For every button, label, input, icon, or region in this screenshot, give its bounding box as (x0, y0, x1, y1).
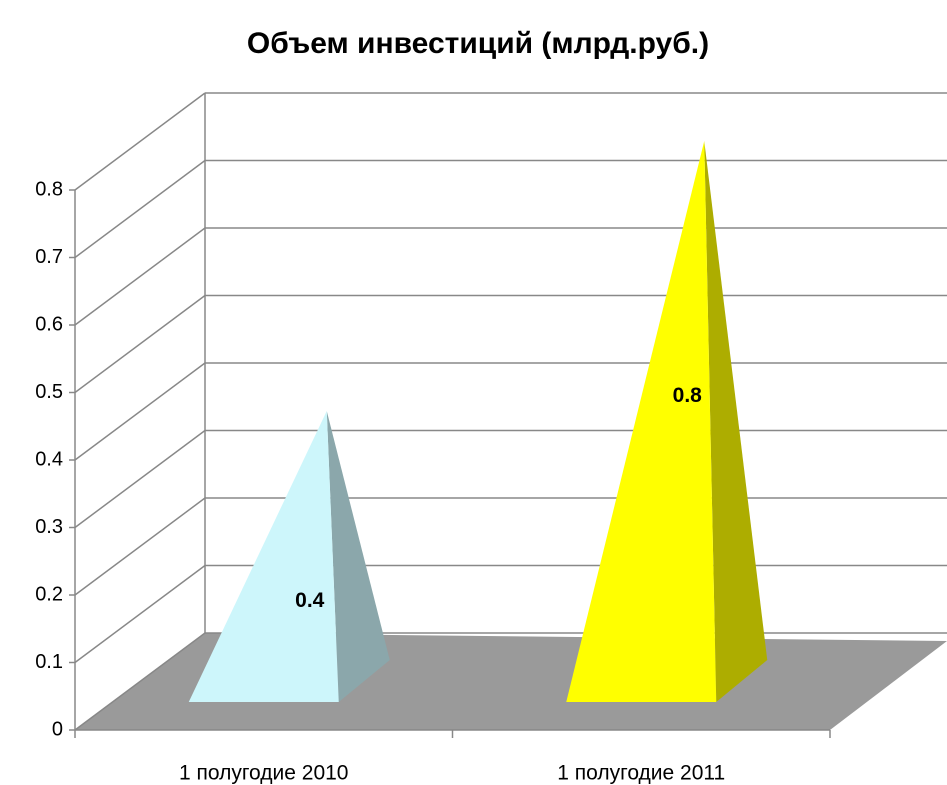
grid-line (74, 159, 206, 259)
value-label: 0.4 (295, 589, 325, 612)
x-tick-label: 1 полугодие 2010 (179, 762, 349, 785)
grid-line (74, 294, 206, 394)
y-tick-label: 0.5 (35, 381, 63, 403)
pyramid-front (188, 411, 339, 702)
y-tick-label: 0 (52, 718, 63, 740)
grid-line (74, 362, 206, 461)
y-tick-label: 0.8 (35, 178, 63, 200)
chart-title: Объем инвестиций (млрд.руб.) (247, 27, 709, 60)
grid-line (74, 497, 206, 596)
x-tick-label: 1 полугодие 2011 (557, 762, 725, 785)
grid-line (74, 92, 206, 191)
value-label: 0.8 (673, 384, 703, 407)
grid-line (74, 564, 206, 664)
grid-line (74, 429, 206, 529)
grid-line (74, 632, 206, 731)
y-tick-label: 0.7 (35, 246, 63, 268)
pyramid-front (566, 141, 717, 702)
y-tick-label: 0.3 (35, 516, 63, 538)
y-tick-label: 0.1 (35, 651, 63, 673)
grid-line (74, 227, 206, 326)
y-tick-label: 0.2 (35, 583, 63, 605)
pyramid-side (704, 141, 768, 702)
y-tick-label: 0.4 (35, 448, 63, 470)
pyramid-side (326, 411, 390, 702)
y-tick-label: 0.6 (35, 313, 63, 335)
